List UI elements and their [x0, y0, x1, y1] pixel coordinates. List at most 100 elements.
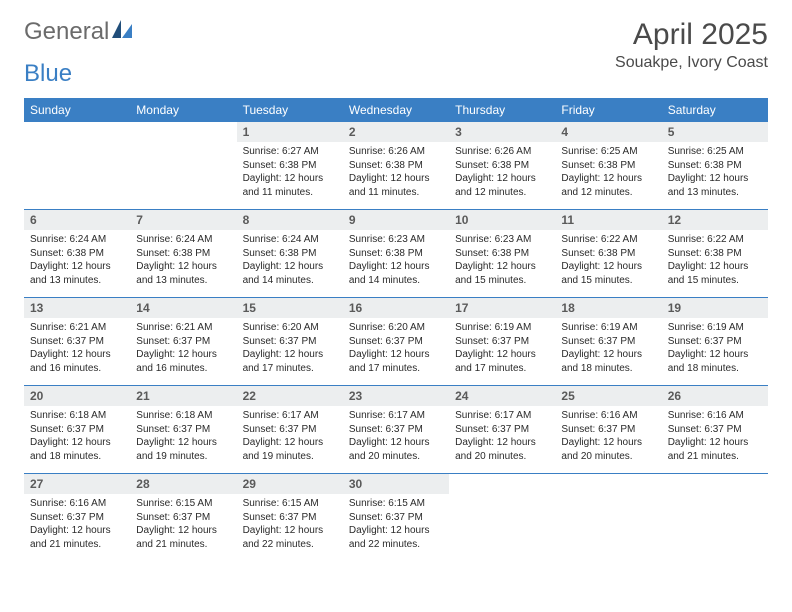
calendar-day-cell: 24Sunrise: 6:17 AMSunset: 6:37 PMDayligh… [449, 386, 555, 474]
calendar-table: SundayMondayTuesdayWednesdayThursdayFrid… [24, 98, 768, 561]
day-details: Sunrise: 6:17 AMSunset: 6:37 PMDaylight:… [343, 406, 449, 473]
sunset-text: Sunset: 6:37 PM [136, 511, 230, 525]
day-number: 11 [555, 210, 661, 230]
day-number: 23 [343, 386, 449, 406]
day-number: 9 [343, 210, 449, 230]
calendar-day-cell: 19 Sunrise: 6:19 AMSunset: 6:37 PMDayligh… [662, 298, 768, 386]
calendar-day-cell: 22Sunrise: 6:17 AMSunset: 6:37 PMDayligh… [237, 386, 343, 474]
sunset-text: Sunset: 6:37 PM [561, 423, 655, 437]
day-details: Sunrise: 6:25 AMSunset: 6:38 PMDaylight:… [662, 142, 768, 209]
daylight-text: Daylight: 12 hours and 13 minutes. [136, 260, 230, 287]
sunrise-text: Sunrise: 6:15 AM [136, 497, 230, 511]
sunset-text: Sunset: 6:37 PM [349, 423, 443, 437]
sunrise-text: Sunrise: 6:20 AM [243, 321, 337, 335]
sunset-text: Sunset: 6:38 PM [30, 247, 124, 261]
day-number: 18 [555, 298, 661, 318]
day-number: 21 [130, 386, 236, 406]
sunrise-text: Sunrise: 6:19 AM [561, 321, 655, 335]
daylight-text: Daylight: 12 hours and 17 minutes. [349, 348, 443, 375]
sunrise-text: Sunrise: 6:19 AM [455, 321, 549, 335]
sunrise-text: Sunrise: 6:21 AM [136, 321, 230, 335]
weekday-header: Sunday [24, 98, 130, 122]
sunrise-text: Sunrise: 6:17 AM [455, 409, 549, 423]
day-number: 19 [662, 298, 768, 318]
day-details: Sunrise: 6:20 AMSunset: 6:37 PMDaylight:… [343, 318, 449, 385]
day-details: Sunrise: 6:16 AMSunset: 6:37 PMDaylight:… [24, 494, 130, 561]
day-details: Sunrise: 6:18 AMSunset: 6:37 PMDaylight:… [130, 406, 236, 473]
daylight-text: Daylight: 12 hours and 19 minutes. [136, 436, 230, 463]
sunset-text: Sunset: 6:38 PM [243, 247, 337, 261]
logo-text-blue: Blue [24, 60, 72, 88]
daylight-text: Daylight: 12 hours and 17 minutes. [455, 348, 549, 375]
day-number: 12 [662, 210, 768, 230]
day-number: 8 [237, 210, 343, 230]
calendar-day-cell: 21Sunrise: 6:18 AMSunset: 6:37 PMDayligh… [130, 386, 236, 474]
calendar-page: General April 2025 Souakpe, Ivory Coast … [0, 0, 792, 579]
calendar-day-cell [662, 474, 768, 562]
day-details: Sunrise: 6:23 AMSunset: 6:38 PMDaylight:… [343, 230, 449, 297]
daylight-text: Daylight: 12 hours and 13 minutes. [668, 172, 762, 199]
daylight-text: Daylight: 12 hours and 21 minutes. [30, 524, 124, 551]
day-details: Sunrise: 6:18 AMSunset: 6:37 PMDaylight:… [24, 406, 130, 473]
sunrise-text: Sunrise: 6:16 AM [30, 497, 124, 511]
day-details: Sunrise: 6:17 AMSunset: 6:37 PMDaylight:… [237, 406, 343, 473]
day-details: Sunrise: 6:15 AMSunset: 6:37 PMDaylight:… [343, 494, 449, 561]
sunrise-text: Sunrise: 6:19 AM [668, 321, 762, 335]
daylight-text: Daylight: 12 hours and 18 minutes. [668, 348, 762, 375]
calendar-day-cell [449, 474, 555, 562]
day-number: 28 [130, 474, 236, 494]
calendar-day-cell: 2Sunrise: 6:26 AMSunset: 6:38 PMDaylight… [343, 122, 449, 210]
sunset-text: Sunset: 6:38 PM [561, 247, 655, 261]
day-number: 2 [343, 122, 449, 142]
daylight-text: Daylight: 12 hours and 22 minutes. [349, 524, 443, 551]
daylight-text: Daylight: 12 hours and 13 minutes. [30, 260, 124, 287]
calendar-day-cell: 14Sunrise: 6:21 AMSunset: 6:37 PMDayligh… [130, 298, 236, 386]
day-number: 26 [662, 386, 768, 406]
day-number: 1 [237, 122, 343, 142]
weekday-header: Tuesday [237, 98, 343, 122]
sunset-text: Sunset: 6:38 PM [668, 159, 762, 173]
calendar-day-cell: 20Sunrise: 6:18 AMSunset: 6:37 PMDayligh… [24, 386, 130, 474]
logo-sail-icon [112, 20, 132, 38]
daylight-text: Daylight: 12 hours and 22 minutes. [243, 524, 337, 551]
day-details: Sunrise: 6:23 AMSunset: 6:38 PMDaylight:… [449, 230, 555, 297]
sunrise-text: Sunrise: 6:21 AM [30, 321, 124, 335]
sunset-text: Sunset: 6:38 PM [349, 159, 443, 173]
daylight-text: Daylight: 12 hours and 11 minutes. [243, 172, 337, 199]
sunset-text: Sunset: 6:37 PM [668, 335, 762, 349]
sunset-text: Sunset: 6:37 PM [30, 511, 124, 525]
sunset-text: Sunset: 6:37 PM [243, 511, 337, 525]
calendar-day-cell: 18Sunrise: 6:19 AMSunset: 6:37 PMDayligh… [555, 298, 661, 386]
calendar-week-row: 6Sunrise: 6:24 AMSunset: 6:38 PMDaylight… [24, 210, 768, 298]
day-details: Sunrise: 6:26 AMSunset: 6:38 PMDaylight:… [343, 142, 449, 209]
calendar-day-cell [130, 122, 236, 210]
daylight-text: Daylight: 12 hours and 12 minutes. [455, 172, 549, 199]
sunset-text: Sunset: 6:37 PM [455, 423, 549, 437]
sunset-text: Sunset: 6:37 PM [455, 335, 549, 349]
sunset-text: Sunset: 6:37 PM [136, 423, 230, 437]
daylight-text: Daylight: 12 hours and 15 minutes. [561, 260, 655, 287]
day-details: Sunrise: 6:21 AMSunset: 6:37 PMDaylight:… [24, 318, 130, 385]
day-details: Sunrise: 6:22 AMSunset: 6:38 PMDaylight:… [662, 230, 768, 297]
calendar-day-cell: 17Sunrise: 6:19 AMSunset: 6:37 PMDayligh… [449, 298, 555, 386]
sunset-text: Sunset: 6:37 PM [243, 335, 337, 349]
sunrise-text: Sunrise: 6:24 AM [136, 233, 230, 247]
sunrise-text: Sunrise: 6:25 AM [668, 145, 762, 159]
calendar-day-cell: 1Sunrise: 6:27 AMSunset: 6:38 PMDaylight… [237, 122, 343, 210]
day-details: Sunrise: 6:22 AMSunset: 6:38 PMDaylight:… [555, 230, 661, 297]
daylight-text: Daylight: 12 hours and 20 minutes. [455, 436, 549, 463]
weekday-header: Saturday [662, 98, 768, 122]
day-number: 5 [662, 122, 768, 142]
calendar-day-cell: 10Sunrise: 6:23 AMSunset: 6:38 PMDayligh… [449, 210, 555, 298]
day-number: 30 [343, 474, 449, 494]
sunrise-text: Sunrise: 6:16 AM [561, 409, 655, 423]
sunrise-text: Sunrise: 6:24 AM [30, 233, 124, 247]
sunrise-text: Sunrise: 6:16 AM [668, 409, 762, 423]
logo: General [24, 18, 134, 46]
sunrise-text: Sunrise: 6:26 AM [455, 145, 549, 159]
sunrise-text: Sunrise: 6:18 AM [136, 409, 230, 423]
daylight-text: Daylight: 12 hours and 18 minutes. [30, 436, 124, 463]
calendar-day-cell: 11Sunrise: 6:22 AMSunset: 6:38 PMDayligh… [555, 210, 661, 298]
day-number: 27 [24, 474, 130, 494]
sunrise-text: Sunrise: 6:15 AM [243, 497, 337, 511]
